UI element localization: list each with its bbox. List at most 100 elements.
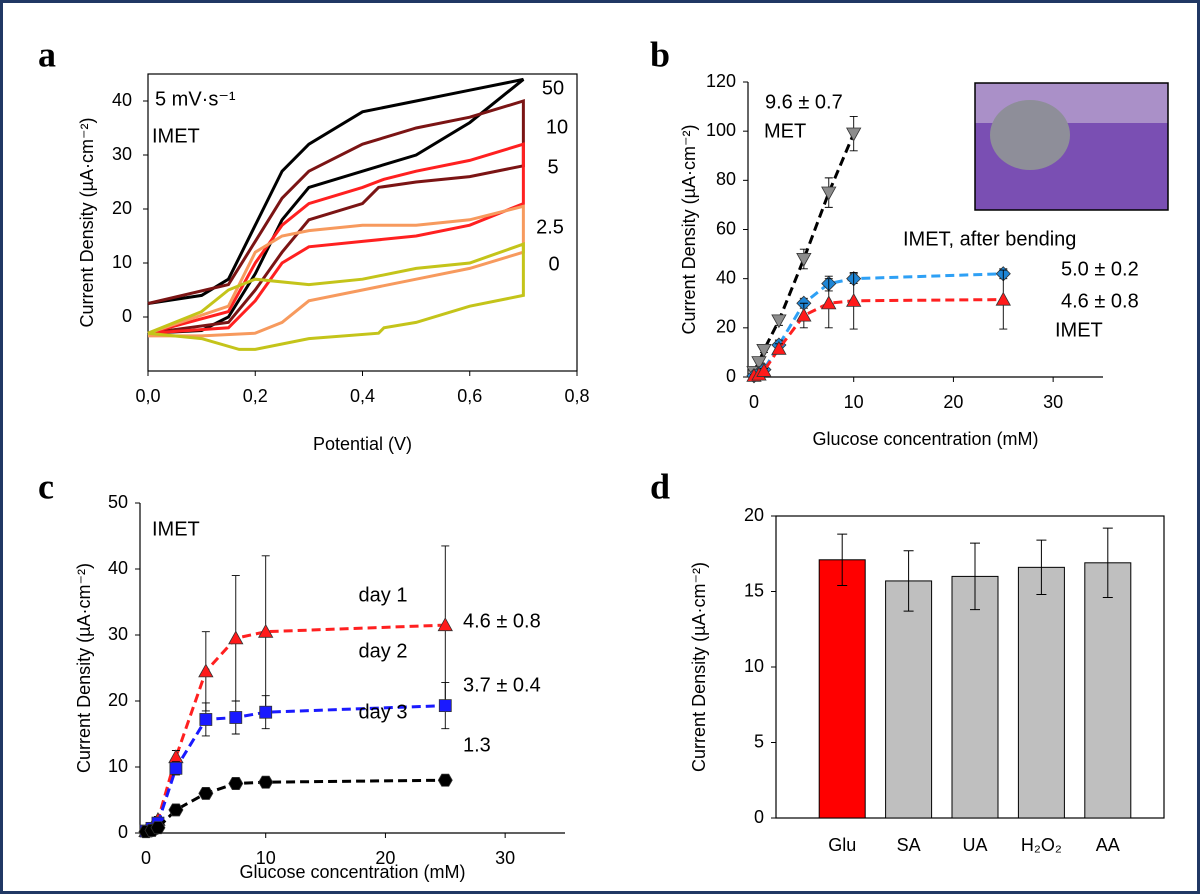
bar: [818, 559, 866, 819]
marker: [228, 630, 244, 645]
y-tick-label: 0: [754, 807, 764, 827]
y-tick-label: 40: [716, 267, 736, 287]
series-line: [147, 241, 525, 351]
x-tick-label: SA: [897, 835, 921, 855]
error-bar: [903, 550, 914, 612]
series-line: [145, 704, 446, 833]
y-tick-label: 20: [744, 505, 764, 525]
marker: [995, 291, 1011, 306]
marker: [796, 307, 812, 322]
series-label: day 3: [359, 701, 408, 723]
y-axis-label: Current Density (µA·cm⁻²): [679, 125, 699, 335]
x-tick-label: UA: [962, 835, 987, 855]
y-axis-label: Current Density (µA·cm⁻²): [74, 563, 94, 773]
y-axis-label: Current Density (µA·cm⁻²): [689, 562, 709, 772]
panel-letter: b: [650, 34, 670, 74]
marker: [198, 786, 214, 800]
inset-photo-frame: [974, 82, 1169, 211]
x-axis-label: Glucose concentration (mM): [239, 862, 465, 882]
annotation: 5.0 ± 0.2: [1061, 258, 1139, 280]
series-label: MET: [764, 120, 806, 142]
marker: [198, 663, 214, 678]
marker: [259, 705, 273, 719]
series-label: 50: [542, 77, 564, 99]
marker: [756, 343, 772, 358]
marker: [846, 292, 862, 307]
figure-canvas: a 0 10 20 30 40 0,0 0,2 0,4 0,6 0,8 Potential (V) Cu…: [38, 34, 1169, 882]
annotation: IMET: [152, 125, 200, 147]
x-tick-label: 0,2: [243, 386, 268, 406]
annotation: 1.3: [463, 734, 491, 756]
x-tick-label: 0: [141, 848, 151, 868]
y-tick-label: 40: [108, 558, 128, 578]
y-tick-label: 20: [716, 317, 736, 337]
marker: [258, 623, 274, 638]
x-tick-label: 0,4: [350, 386, 375, 406]
marker: [821, 295, 837, 310]
y-tick-label: 15: [744, 580, 764, 600]
series-line: [147, 98, 525, 335]
y-tick-label: 10: [108, 756, 128, 776]
bar: [885, 580, 933, 819]
marker: [199, 713, 213, 726]
series-label: day 2: [359, 640, 408, 662]
x-tick-label: Glu: [828, 835, 856, 855]
error-bar: [1102, 527, 1113, 599]
y-tick-label: 60: [716, 218, 736, 238]
y-axis-label: Current Density (µA·cm⁻²): [77, 118, 97, 328]
y-tick-label: 40: [112, 90, 132, 110]
series-label: 10: [546, 116, 568, 138]
marker: [437, 617, 453, 632]
x-axis-label: Glucose concentration (mM): [812, 429, 1038, 449]
annotation: IMET: [152, 518, 200, 540]
y-tick-label: 0: [726, 366, 736, 386]
x-tick-label: 0,8: [564, 386, 589, 406]
x-tick-label: 20: [943, 392, 963, 412]
series-line: [147, 204, 525, 338]
x-tick-label: 20: [375, 848, 395, 868]
annotation: 5 mV·s⁻¹: [155, 88, 236, 110]
x-tick-label: 30: [1043, 392, 1063, 412]
marker: [771, 340, 787, 355]
marker: [756, 363, 772, 377]
marker: [168, 803, 184, 817]
y-tick-label: 0: [118, 822, 128, 842]
x-tick-label: 10: [844, 392, 864, 412]
marker: [169, 761, 183, 775]
x-axis-label: Potential (V): [313, 434, 412, 454]
marker: [771, 314, 787, 329]
bar: [1084, 562, 1132, 819]
annotation: 9.6 ± 0.7: [765, 91, 843, 113]
series-line: [753, 298, 1004, 378]
marker: [168, 749, 184, 764]
series-label: 5: [547, 156, 558, 178]
x-tick-label: 30: [495, 848, 515, 868]
x-tick-label: 0: [749, 392, 759, 412]
marker: [438, 699, 452, 713]
marker: [150, 821, 166, 835]
error-bar: [1036, 539, 1047, 596]
inset-photo-sensor: [990, 100, 1070, 170]
series-label: 2.5: [536, 216, 564, 238]
marker: [229, 711, 243, 724]
series-line: [147, 77, 525, 335]
y-tick-label: 5: [754, 731, 764, 751]
marker: [437, 773, 453, 787]
y-tick-label: 0: [122, 306, 132, 326]
series-label: IMET: [1055, 319, 1103, 341]
y-tick-label: 100: [706, 120, 736, 140]
series-line: [147, 142, 525, 335]
series-label: 0: [548, 253, 559, 275]
x-tick-label: AA: [1096, 835, 1120, 855]
y-tick-label: 30: [112, 144, 132, 164]
x-tick-label: 0,0: [135, 386, 160, 406]
series-line: [145, 778, 446, 834]
y-tick-label: 20: [112, 198, 132, 218]
y-tick-label: 30: [108, 624, 128, 644]
panel-letter: a: [38, 34, 56, 74]
y-tick-label: 80: [716, 169, 736, 189]
annotation: 3.7 ± 0.4: [463, 674, 541, 696]
marker: [846, 127, 862, 142]
y-tick-label: 10: [744, 656, 764, 676]
bar: [1017, 566, 1065, 819]
